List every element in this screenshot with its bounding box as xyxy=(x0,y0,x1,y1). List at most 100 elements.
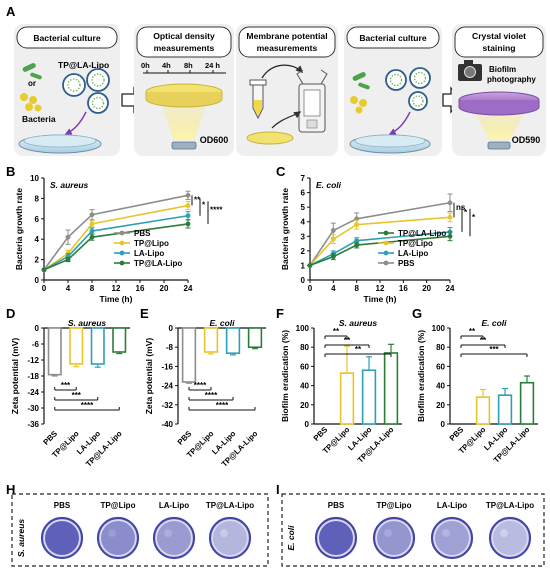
data-point-tp-la-lipo xyxy=(41,267,47,273)
significance-label: *** xyxy=(489,345,499,354)
biofilm-panel-h: S. aureus xyxy=(11,493,269,567)
y-axis-title-d: Zeta potential (mV) xyxy=(10,338,20,415)
y-tick-label: 6 xyxy=(35,215,40,224)
step4-title-pill xyxy=(346,26,440,49)
significance-label: **** xyxy=(216,401,229,410)
bar-tp-la-lipo xyxy=(383,352,399,425)
panel-h-strain: S. aureus xyxy=(16,519,26,558)
y-tick-label: 0 xyxy=(441,420,446,429)
bar-tp-lipo xyxy=(339,372,355,425)
significance-label: * xyxy=(472,213,476,222)
well-la-lipo xyxy=(152,516,196,560)
stain-tp-la-lipo xyxy=(213,521,247,555)
chart-title-f: S. aureus xyxy=(339,318,378,328)
well-label-la-lipo: LA-Lipo xyxy=(159,501,189,510)
step5-title-pill xyxy=(454,26,544,58)
data-point-tp-lipo xyxy=(185,203,191,208)
x-tick-label: 8 xyxy=(90,284,95,293)
legend-marker xyxy=(383,250,389,256)
workflow-step-2: Optical density measurements 0h 4h 8h 24… xyxy=(134,24,234,156)
y-tick-label: 10 xyxy=(30,174,39,183)
well-la-lipo xyxy=(430,516,474,560)
series-line-tp-lipo xyxy=(309,216,451,266)
significance-label: **** xyxy=(205,391,218,400)
bar-chart-g: 0 20 40 60 80 100 Biofilm eradication (%) E. co… xyxy=(416,318,538,465)
fluorometer-icon xyxy=(296,69,328,133)
legend-label: PBS xyxy=(398,259,415,268)
y-tick-label: 0 xyxy=(35,276,40,285)
legend-label: LA-Lipo xyxy=(398,249,428,258)
bar-tp-la-lipo xyxy=(519,381,535,425)
series-line-tp-la-lipo xyxy=(309,235,451,267)
x-tick-label: 20 xyxy=(160,284,169,293)
panel-letter-a: A xyxy=(6,4,16,19)
significance-label: *** xyxy=(61,381,71,390)
step5-readout: OD590 xyxy=(512,135,541,145)
legend-label: TP@LA-Lipo xyxy=(398,229,446,238)
x-axis-title-b: Time (h) xyxy=(100,294,133,304)
legend-marker xyxy=(119,250,125,256)
x-tick-label: 12 xyxy=(112,284,121,293)
well-label-tp-lipo: TP@Lipo xyxy=(101,501,136,510)
step1-title: Bacterial culture xyxy=(33,33,101,43)
x-tick-label: 4 xyxy=(331,284,336,293)
legend-marker xyxy=(119,240,125,246)
chart-title-e: E. coli xyxy=(209,318,235,328)
y-axis-title-e: Zeta potential (mV) xyxy=(144,338,154,415)
y-tick-label: 2 xyxy=(35,256,40,265)
y-tick-label: 20 xyxy=(436,401,445,410)
data-point-tp-lipo xyxy=(354,222,360,228)
data-point-pbs xyxy=(65,234,71,240)
panel-letter-f: F xyxy=(276,306,284,321)
y-tick-label: 60 xyxy=(300,362,309,371)
significance-label: **** xyxy=(194,381,207,390)
time-4h: 4h xyxy=(162,61,171,70)
bar-chart-e: 0 -8 -16 -24 -32 -40 Zeta potential (mV) E. col… xyxy=(144,318,266,469)
bar-tp-lipo xyxy=(203,327,219,353)
y-tick-label: 7 xyxy=(301,174,306,183)
well-highlight xyxy=(108,529,116,537)
step4-title: Bacterial culture xyxy=(359,33,427,43)
step3-title-line2: measurements xyxy=(257,43,318,53)
bar-pbs xyxy=(47,327,62,376)
legend-label: TP@LA-Lipo xyxy=(134,259,182,268)
bar-tp-lipo xyxy=(475,396,491,425)
time-0h: 0h xyxy=(141,61,150,70)
stain-la-lipo xyxy=(435,521,469,555)
well-highlight xyxy=(220,529,228,537)
significance-label: * xyxy=(202,200,206,209)
bar-tp-la-lipo xyxy=(112,327,127,353)
step4-mix-arrow xyxy=(388,111,411,135)
x-axis-title-c: Time (h) xyxy=(364,294,397,304)
y-tick-label: 60 xyxy=(436,362,445,371)
step1-agent-label: TP@LA-Lipo xyxy=(58,60,109,70)
series-line-la-lipo xyxy=(309,231,451,267)
workflow-step-3: Membrane potential measurements xyxy=(236,24,338,156)
y-tick-label: 8 xyxy=(35,194,40,203)
bar-la-lipo xyxy=(361,369,377,425)
data-point-la-lipo xyxy=(185,213,191,219)
well-label-tp-la-lipo: TP@LA-Lipo xyxy=(486,501,534,510)
well-tp-la-lipo xyxy=(488,516,532,560)
workflow-step-1: Bacterial culture TP@LA-Lipo or Bacteria xyxy=(14,24,120,156)
bar-chart-d: 0 -6 -12 -18 -24 -30 -36 Zeta potential (mV) S. … xyxy=(10,318,130,469)
panel-letter-i: I xyxy=(276,482,280,497)
biofilm-panel-i: E. coli xyxy=(281,493,545,567)
y-tick-label: -24 xyxy=(27,388,39,397)
y-tick-label: -16 xyxy=(161,362,173,371)
stain-pbs xyxy=(319,521,353,555)
legend-marker xyxy=(119,260,125,266)
series-line-la-lipo xyxy=(43,214,189,271)
y-tick-label: 0 xyxy=(301,276,306,285)
time-8h: 8h xyxy=(184,61,193,70)
step5-title-line2: staining xyxy=(483,43,516,53)
category-label-pbs: PBS xyxy=(312,425,330,443)
data-point-tp-la-lipo xyxy=(447,233,453,239)
x-tick-label: 12 xyxy=(376,284,385,293)
bar-chart-f: 0 20 40 60 80 100 Biofilm eradication (%) S. au… xyxy=(280,318,402,465)
panel-letter-c: C xyxy=(276,164,286,179)
series-line-tp-lipo xyxy=(43,204,189,271)
y-tick-label: -36 xyxy=(27,420,39,429)
legend-label: TP@Lipo xyxy=(134,239,169,248)
bar-pbs xyxy=(181,327,197,383)
